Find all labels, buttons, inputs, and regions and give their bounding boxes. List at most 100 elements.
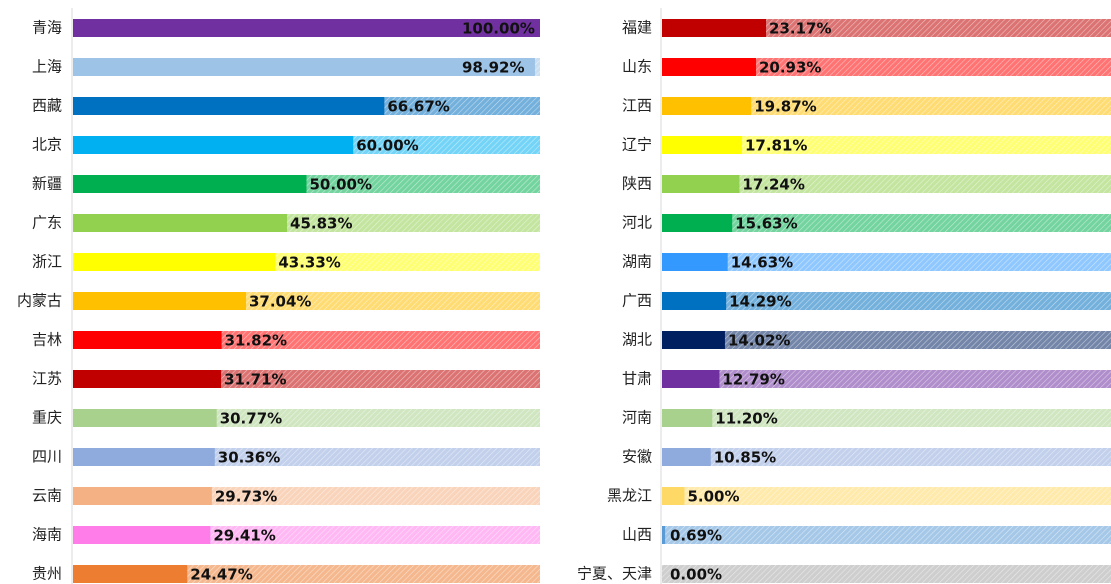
category-label: 河北 [622,214,652,232]
category-label: 江西 [622,97,652,115]
bar [73,214,288,232]
track-hatch [662,331,1111,349]
value-label: 50.00% [310,176,372,194]
category-label: 广东 [32,214,62,232]
track-hatch [662,448,1111,466]
bar [73,136,354,154]
bar [662,19,767,37]
value-label: 100.00% [462,20,535,38]
category-label: 宁夏、天津 [577,565,652,583]
track-hatch [662,175,1111,193]
value-label: 45.83% [290,215,352,233]
value-label: 17.24% [742,176,804,194]
bar [73,331,222,349]
value-label: 29.73% [215,488,277,506]
category-label: 河南 [622,409,652,427]
bar [73,97,385,115]
track-hatch [662,214,1111,232]
bar [662,292,727,310]
value-label: 17.81% [745,137,807,155]
track-hatch [662,409,1111,427]
value-label: 0.69% [670,527,722,545]
category-label: 辽宁 [622,136,652,154]
bar [662,370,720,388]
category-label: 湖南 [622,253,652,271]
category-label: 广西 [622,292,652,310]
value-label: 31.71% [224,371,286,389]
bar [662,136,742,154]
value-label: 60.00% [356,137,418,155]
bar [73,292,246,310]
value-label: 0.00% [670,566,722,584]
value-label: 5.00% [687,488,739,506]
bar [662,448,711,466]
category-label: 湖北 [622,331,652,349]
bar [662,526,666,544]
bar [73,448,215,466]
track-hatch [662,19,1111,37]
track-hatch [662,97,1111,115]
value-label: 30.36% [218,449,280,467]
value-label: 43.33% [278,254,340,272]
track-hatch [662,565,1111,583]
track-hatch [73,565,540,583]
bar [662,175,740,193]
category-label: 重庆 [32,409,62,427]
track-hatch [662,487,1111,505]
value-label: 20.93% [759,59,821,77]
category-label: 海南 [32,526,62,544]
value-label: 19.87% [754,98,816,116]
category-label: 新疆 [32,175,62,193]
bar [662,331,725,349]
bar [662,253,728,271]
bar [73,487,212,505]
track-hatch [662,526,1111,544]
bar [73,370,222,388]
category-label: 四川 [32,448,62,466]
value-label: 12.79% [722,371,784,389]
bar [662,214,733,232]
category-label: 北京 [32,136,62,154]
track-hatch [662,370,1111,388]
category-label: 甘肃 [622,370,652,388]
category-label: 黑龙江 [607,487,652,505]
value-label: 23.17% [769,20,831,38]
bar [73,19,540,37]
value-label: 14.63% [731,254,793,272]
bar [73,58,535,76]
category-label: 上海 [32,58,62,76]
bar [662,97,752,115]
category-label: 浙江 [32,253,62,271]
category-label: 内蒙古 [17,292,62,310]
value-label: 30.77% [220,410,282,428]
bar [73,526,211,544]
value-label: 98.92% [462,59,524,77]
value-label: 29.41% [213,527,275,545]
value-label: 10.85% [714,449,776,467]
bar [73,409,217,427]
category-label: 山东 [622,58,652,76]
value-label: 24.47% [190,566,252,584]
track-hatch [662,136,1111,154]
category-label: 青海 [32,19,62,37]
category-label: 山西 [622,526,652,544]
category-label: 陕西 [622,175,652,193]
value-label: 66.67% [387,98,449,116]
value-label: 31.82% [225,332,287,350]
bar [73,175,307,193]
track-hatch [662,292,1111,310]
category-label: 贵州 [32,565,62,583]
bar [662,487,685,505]
value-label: 14.02% [728,332,790,350]
bar [73,565,188,583]
bar [662,409,713,427]
bar [73,253,276,271]
category-label: 福建 [622,19,652,37]
category-label: 江苏 [32,370,62,388]
track-hatch [662,58,1111,76]
value-label: 11.20% [715,410,777,428]
bar [662,58,756,76]
value-label: 37.04% [249,293,311,311]
category-label: 西藏 [32,97,62,115]
